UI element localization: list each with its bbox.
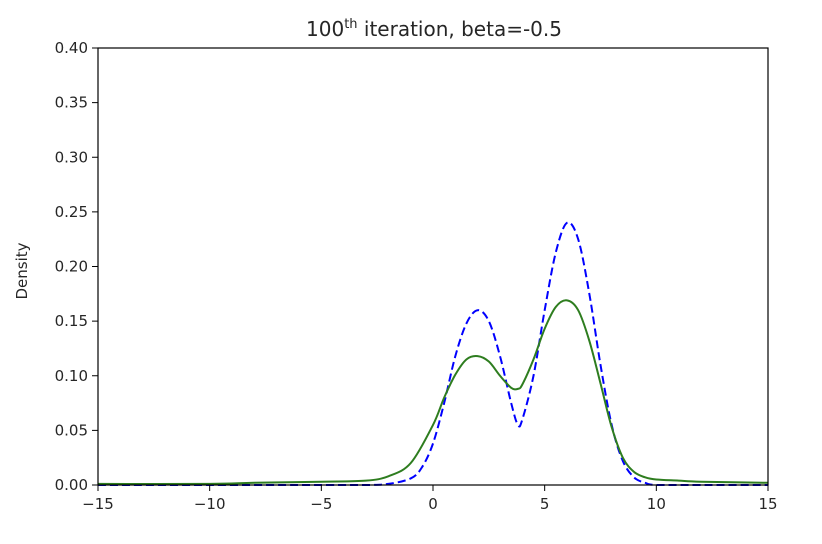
x-tick-label: 0 xyxy=(428,495,438,513)
y-tick-label: 0.05 xyxy=(55,421,88,439)
x-tick-label: 10 xyxy=(647,495,666,513)
chart-title-superscript: th xyxy=(344,17,357,32)
y-tick-label: 0.10 xyxy=(55,367,88,385)
x-tick-label: −5 xyxy=(310,495,332,513)
series-layer xyxy=(97,221,769,487)
series-line-dashed xyxy=(98,221,768,487)
x-tick-label: 15 xyxy=(758,495,777,513)
y-tick-label: 0.20 xyxy=(55,258,88,276)
y-tick-label: 0.15 xyxy=(55,312,88,330)
y-tick-label: 0.00 xyxy=(55,476,88,494)
x-tick-label: −10 xyxy=(194,495,226,513)
series-line-solid xyxy=(97,299,769,485)
plot-frame xyxy=(97,47,769,486)
x-tick-label: 5 xyxy=(540,495,550,513)
chart-title-main: 100 xyxy=(306,17,344,41)
y-axis-label: Density xyxy=(13,242,31,299)
chart-title-rest: iteration, beta=-0.5 xyxy=(358,17,562,41)
x-tick-label: −15 xyxy=(82,495,114,513)
y-tick-label: 0.35 xyxy=(55,94,88,112)
y-tick-label: 0.25 xyxy=(55,203,88,221)
ticks-layer: −15 −10 −5 0 5 10 15 0.00 0.05 0.10 0.15 0.20 0.25 0.… xyxy=(55,39,778,513)
y-tick-label: 0.40 xyxy=(55,39,88,57)
y-tick-label: 0.30 xyxy=(55,148,88,166)
chart-title: 100th iteration, beta=-0.5 xyxy=(306,17,562,41)
